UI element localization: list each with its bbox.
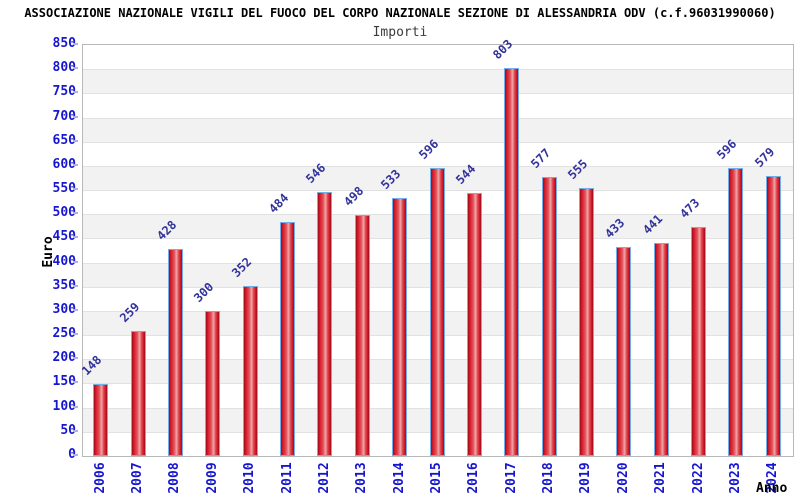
y-tick-label: 700 [52,108,76,124]
bar-2012 [317,192,332,456]
x-tick-label: 2018 [541,462,557,494]
y-tick-mark [73,163,78,166]
x-axis-title: Anno [756,481,788,496]
x-tick-label: 2019 [578,462,594,494]
bar-2006 [93,384,108,456]
y-tick-mark [73,429,78,432]
y-tick-label: 200 [52,350,76,366]
bar-2016 [467,193,482,456]
y-tick-mark [73,43,78,45]
y-tick-mark [73,91,78,94]
y-tick-mark [73,139,78,142]
chart-title: ASSOCIAZIONE NAZIONALE VIGILI DEL FUOCO … [24,6,776,20]
y-tick-mark [73,236,78,239]
bar-2009 [205,311,220,456]
plot-band [83,117,793,142]
y-tick-label: 550 [52,181,76,197]
y-tick-label: 300 [52,301,76,317]
x-tick-label: 2006 [92,462,108,494]
plot-band [83,69,793,94]
y-tick-label: 100 [52,398,76,414]
x-tick-label: 2007 [130,462,146,494]
gridline [83,165,793,167]
x-tick-label: 2008 [167,462,183,494]
y-tick-label: 500 [52,205,76,221]
x-tick-label: 2016 [466,462,482,494]
y-tick-label: 450 [52,229,76,245]
y-tick-label: 750 [52,84,76,100]
y-tick-label: 150 [52,374,76,390]
bar-2010 [243,286,258,456]
gridline [83,141,793,143]
x-tick-label: 2021 [653,462,669,494]
gridline [83,69,793,71]
y-tick-mark [73,333,78,336]
chart-subtitle: Importi [372,25,428,40]
x-tick-label: 2013 [354,462,370,494]
y-tick-mark [73,454,78,456]
y-tick-label: 800 [52,60,76,76]
bar-2011 [280,222,295,456]
bar-2018 [542,177,557,456]
gridline [83,93,793,95]
y-tick-label: 400 [52,253,76,269]
y-tick-mark [73,381,78,384]
y-tick-label: 850 [52,36,76,51]
y-tick-label: 50 [60,422,76,438]
y-tick-mark [73,67,78,70]
y-tick-mark [73,308,78,311]
gridline [83,117,793,119]
bar-2008 [168,249,183,456]
y-tick-mark [73,115,78,118]
y-tick-mark [73,405,78,408]
bar-2023 [728,168,743,456]
plot-band [83,45,793,70]
plot-area [82,44,794,457]
bar-2021 [654,243,669,456]
y-tick-label: 250 [52,326,76,342]
y-tick-mark [73,284,78,287]
bar-2014 [392,198,407,456]
y-tick-mark [73,188,78,191]
bar-2013 [355,215,370,456]
x-tick-label: 2017 [503,462,519,494]
x-tick-label: 2022 [690,462,706,494]
plot-band [83,141,793,166]
bar-2022 [691,227,706,456]
y-tick-label: 600 [52,156,76,172]
y-tick-label: 650 [52,132,76,148]
y-tick-mark [73,212,78,215]
x-tick-label: 2010 [242,462,258,494]
x-tick-label: 2020 [615,462,631,494]
bar-2017 [504,68,519,456]
x-tick-label: 2009 [204,462,220,494]
bar-2019 [579,188,594,456]
y-tick-mark [73,260,78,263]
y-tick-label: 0 [0,448,76,462]
y-tick-label: 350 [52,277,76,293]
bar-2015 [430,168,445,456]
x-tick-label: 2011 [279,462,295,494]
x-tick-label: 2015 [429,462,444,494]
plot-band [83,93,793,118]
x-tick-label: 2023 [727,462,743,494]
y-tick-mark [73,357,78,360]
bar-2024 [766,176,781,456]
bar-2020 [616,247,631,456]
x-tick-label: 2014 [391,462,407,494]
x-tick-label: 2012 [316,462,332,494]
bar-2007 [131,331,146,456]
